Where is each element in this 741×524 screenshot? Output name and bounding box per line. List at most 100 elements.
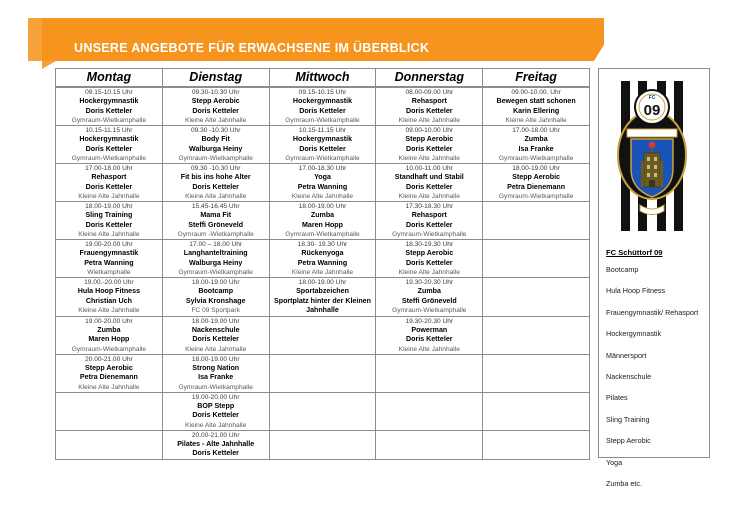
class-location: Gymraum-Wietkamphalle [392, 231, 467, 238]
class-instructor: Doris Ketteler [299, 144, 346, 153]
schedule-cell-montag[interactable]: 19.00.-20.00 Uhr Hula Hoop Fitness Christi… [55, 277, 163, 317]
schedule-cell-mittwoch[interactable]: 10.15-11.15 Uhr Hockergymnastik Doris Kett… [268, 125, 377, 164]
schedule-cell-dienstag[interactable]: 09.30 -10.30 Uhr Fit bis ins hohe Alter Do… [161, 163, 270, 202]
class-time: 09.00-10.00. Uhr [511, 89, 561, 96]
class-instructor: Walburga Heiny [189, 258, 243, 267]
class-time: 09.30-10.30 Uhr [191, 89, 240, 96]
class-instructor: Doris Ketteler [85, 182, 133, 191]
table-header-row: Montag Dienstag Mittwoch Donnerstag Frei… [55, 68, 590, 88]
class-activity: Powerman [411, 325, 448, 334]
class-instructor: Doris Ketteler [192, 106, 239, 115]
schedule-cell-dienstag[interactable]: 18.00-19.00 Uhr Bootcamp Sylvia Kronshage F… [161, 277, 270, 317]
class-location: Kleine Alte Jahnhalle [185, 117, 247, 124]
table-row: 20.00-21.00 Uhr Stepp Aerobic Petra Dienem… [55, 353, 590, 393]
offer-list-item: Zumba etc. [606, 478, 642, 488]
schedule-cell-empty [268, 315, 377, 355]
class-instructor: Sylvia Kronshage [185, 296, 246, 305]
class-location: Kleine Alte Jahnhalle [185, 345, 247, 353]
schedule-cell-donnerstag[interactable]: 10.00-11.00 Uhr Standhaft und Stabil Doris… [375, 163, 484, 202]
class-activity: Bootcamp [198, 287, 234, 295]
class-activity: Sling Training [85, 211, 133, 219]
schedule-cell-montag[interactable]: 18.00-19.00 Uhr Sling Training Doris Kette… [55, 201, 163, 240]
column-header-montag: Montag [55, 68, 163, 88]
class-location: Gymraum-Wietkamphalle [285, 117, 360, 124]
class-location: Kleine Alte Jahnhalle [78, 383, 140, 391]
class-time: 20.00-21.00 Uhr [85, 355, 133, 363]
schedule-cell-mittwoch[interactable]: 18.00-19.00 Uhr Zumba Maren Hopp Gymraum-Wi… [268, 201, 377, 240]
class-time: 18.00-19.00 Uhr [298, 279, 347, 286]
class-location: Gymraum-Wietkamphalle [285, 155, 360, 162]
class-activity: Body Fit [201, 135, 230, 143]
schedule-cell-montag[interactable]: 19.00-20.00 Uhr Frauengymnastik Petra Wann… [55, 239, 163, 278]
schedule-cell-dienstag[interactable]: 18.00-19.00 Uhr Strong Nation Isa Franke Gy… [161, 353, 270, 393]
schedule-cell-donnerstag[interactable]: 09.00-10.00 Uhr Stepp Aerobic Doris Kettel… [375, 125, 484, 164]
class-activity: Stepp Aerobic [191, 97, 240, 105]
class-instructor: Christian Uch [85, 296, 132, 305]
class-instructor: Doris Ketteler [406, 258, 453, 267]
schedule-cell-dienstag[interactable]: 15.45-16.45 Uhr Mama Fit Steffi Gröneveld G… [161, 201, 270, 240]
schedule-cell-montag[interactable]: 17.00-18.00 Uhr Rehasport Doris Ketteler Kl… [55, 163, 163, 202]
svg-text:09: 09 [644, 102, 661, 119]
class-location: Gymraum-Wietkamphalle [178, 383, 253, 391]
schedule-cell-montag[interactable]: 09.15-10.15 Uhr Hockergymnastik Doris Kett… [55, 86, 163, 126]
class-time: 17.00-18.00 Uhr [85, 165, 133, 172]
class-activity: Stepp Aerobic [84, 363, 133, 372]
class-instructor: Doris Ketteler [85, 106, 133, 115]
offer-list-item: Hockergymnastik [606, 329, 662, 339]
schedule-cell-donnerstag[interactable]: 18.30-19.30 Uhr Stepp Aerobic Doris Kettel… [375, 239, 484, 278]
class-location: Kleine Alte Jahnhalle [505, 117, 567, 124]
class-activity: Nackenschule [191, 325, 240, 334]
schedule-cell-mittwoch[interactable]: 18.30- 19.30 Uhr Rückenyoga Petra Wanning K… [268, 239, 377, 278]
offer-list-item: Pilates [606, 393, 628, 403]
class-location: Kleine Alte Jahnhalle [78, 307, 140, 314]
schedule-cell-empty [482, 277, 590, 317]
class-instructor: Doris Ketteler [192, 182, 239, 191]
schedule-cell-dienstag[interactable]: 20.00-21.00 Uhr Pilates - Alte Jahnhalle D… [161, 429, 270, 460]
schedule-cell-donnerstag[interactable]: 19.30-20.30 Uhr Powerman Doris Ketteler Kle… [375, 315, 484, 355]
schedule-cell-freitag[interactable]: 09.00-10.00. Uhr Bewegen statt schonen Kar… [482, 86, 590, 126]
class-instructor: Sportplatz hinter der Kleinen Jahnhalle [274, 296, 371, 315]
schedule-cell-dienstag[interactable]: 09.30-10.30 Uhr Stepp Aerobic Doris Kettel… [161, 86, 270, 126]
table-row: 10.15-11.15 Uhr Hockergymnastik Doris Kett… [55, 125, 590, 164]
schedule-cell-dienstag[interactable]: 17.00 – 18.00 Uhr Langhanteltraining Walbu… [161, 239, 270, 278]
schedule-cell-mittwoch[interactable]: 17.00-18.30 Uhr Yoga Petra Wanning Kleine A… [268, 163, 377, 202]
class-location: Kleine Alte Jahnhalle [78, 193, 140, 200]
schedule-cell-donnerstag[interactable]: 17.30-18.30 Uhr Rehasport Doris Ketteler Gy… [375, 201, 484, 240]
class-location: Kleine Alte Jahnhalle [398, 117, 460, 124]
class-time: 10.15-11.15 Uhr [298, 127, 347, 134]
schedule-cell-freitag[interactable]: 17.00-18.00 Uhr Zumba Isa Franke Gymraum-Wi… [482, 125, 590, 164]
schedule-cell-empty [482, 353, 590, 393]
class-activity: Stepp Aerobic [512, 173, 560, 181]
class-time: 20.00-21.00 Uhr [191, 431, 240, 439]
banner-body [42, 18, 594, 61]
schedule-cell-dienstag[interactable]: 19.00-20.00 Uhr BOP Stepp Doris Ketteler Kl… [161, 391, 270, 431]
class-time: 09.30 -10.30 Uhr [190, 127, 241, 134]
schedule-cell-montag[interactable]: 20.00-21.00 Uhr Stepp Aerobic Petra Dienem… [55, 353, 163, 393]
class-location: Gymraum-Wietkamphalle [392, 307, 467, 314]
class-instructor: Doris Ketteler [192, 411, 239, 419]
class-instructor: Isa Franke [198, 373, 234, 381]
schedule-cell-mittwoch[interactable]: 18.00-19.00 Uhr Sportabzeichen Sportplatz … [268, 277, 377, 317]
page-subtitle: FITNESS UND SPASS DIE GANZE WOCHE [74, 60, 240, 69]
schedule-cell-donnerstag[interactable]: 19.30-20.30 Uhr Zumba Steffi Gröneveld Gymr… [375, 277, 484, 317]
class-time: 10.00-11.00 Uhr [405, 165, 453, 172]
schedule-cell-dienstag[interactable]: 18.00-19.00 Uhr Nackenschule Doris Kettele… [161, 315, 270, 355]
schedule-cell-dienstag[interactable]: 09.30 -10.30 Uhr Body Fit Walburga Heiny Gy… [161, 125, 270, 164]
class-instructor: Doris Ketteler [192, 335, 239, 343]
class-instructor: Petra Dienemann [507, 182, 566, 191]
class-activity: Hockergymnastik [79, 135, 139, 143]
class-location: Kleine Alte Jahnhalle [398, 345, 460, 353]
schedule-cell-donnerstag[interactable]: 08.00-09.00 Uhr Rehasport Doris Ketteler Kl… [375, 86, 484, 126]
class-time: 18.00-19.00 Uhr [191, 279, 240, 286]
schedule-cell-montag[interactable]: 10.15-11.15 Uhr Hockergymnastik Doris Kett… [55, 125, 163, 164]
schedule-cell-montag[interactable]: 19.00-20.00 Uhr Zumba Maren Hopp Gymraum-Wi… [55, 315, 163, 355]
schedule-cell-mittwoch[interactable]: 09.15-10.15 Uhr Hockergymnastik Doris Kett… [268, 86, 377, 126]
table-row: 17.00-18.00 Uhr Rehasport Doris Ketteler Kl… [55, 163, 590, 202]
schedule-cell-empty [482, 201, 590, 240]
class-time: 19.30-20.30 Uhr [405, 317, 454, 325]
class-instructor: Doris Ketteler [406, 182, 453, 191]
schedule-cell-empty [375, 353, 484, 393]
class-activity: Strong Nation [192, 363, 240, 372]
weekly-schedule-table: Montag Dienstag Mittwoch Donnerstag Frei… [55, 68, 590, 460]
schedule-cell-freitag[interactable]: 18.00-19.00 Uhr Stepp Aerobic Petra Dienem… [482, 163, 590, 202]
